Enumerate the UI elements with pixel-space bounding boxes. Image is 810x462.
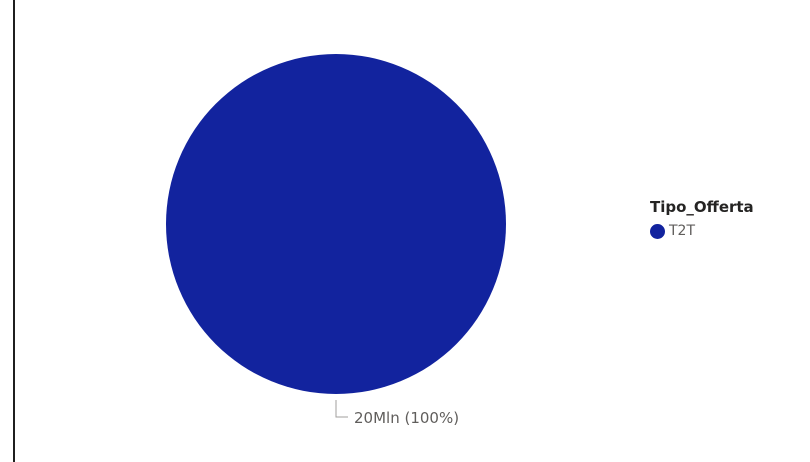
legend-item-t2t[interactable]: T2T	[650, 223, 754, 239]
legend-marker-icon	[650, 223, 665, 239]
data-label: 20Mln (100%)	[354, 409, 459, 427]
frame-border-line	[13, 0, 15, 462]
data-label-leader-line	[335, 400, 348, 418]
legend-title: Tipo_Offerta	[650, 198, 754, 216]
legend-items: T2T	[650, 223, 754, 239]
pie-slice-t2t[interactable]	[166, 54, 506, 394]
legend: Tipo_Offerta T2T	[650, 198, 754, 239]
legend-label: T2T	[669, 223, 696, 239]
